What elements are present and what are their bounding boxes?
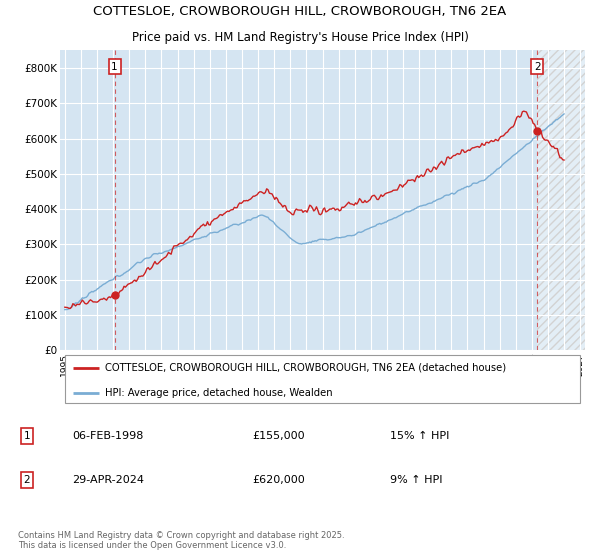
Text: 1: 1 bbox=[23, 431, 31, 441]
Text: £155,000: £155,000 bbox=[252, 431, 305, 441]
Text: 9% ↑ HPI: 9% ↑ HPI bbox=[390, 475, 443, 485]
Text: 06-FEB-1998: 06-FEB-1998 bbox=[72, 431, 143, 441]
Text: £620,000: £620,000 bbox=[252, 475, 305, 485]
Text: COTTESLOE, CROWBOROUGH HILL, CROWBOROUGH, TN6 2EA: COTTESLOE, CROWBOROUGH HILL, CROWBOROUGH… bbox=[94, 4, 506, 17]
Text: 1: 1 bbox=[111, 62, 118, 72]
Text: HPI: Average price, detached house, Wealden: HPI: Average price, detached house, Weal… bbox=[104, 388, 332, 398]
Text: Contains HM Land Registry data © Crown copyright and database right 2025.
This d: Contains HM Land Registry data © Crown c… bbox=[18, 531, 344, 550]
Text: Price paid vs. HM Land Registry's House Price Index (HPI): Price paid vs. HM Land Registry's House … bbox=[131, 31, 469, 44]
Text: 15% ↑ HPI: 15% ↑ HPI bbox=[390, 431, 449, 441]
Text: 2: 2 bbox=[23, 475, 31, 485]
Text: 2: 2 bbox=[534, 62, 541, 72]
Text: COTTESLOE, CROWBOROUGH HILL, CROWBOROUGH, TN6 2EA (detached house): COTTESLOE, CROWBOROUGH HILL, CROWBOROUGH… bbox=[104, 363, 506, 373]
Text: 29-APR-2024: 29-APR-2024 bbox=[72, 475, 144, 485]
FancyBboxPatch shape bbox=[65, 356, 580, 403]
